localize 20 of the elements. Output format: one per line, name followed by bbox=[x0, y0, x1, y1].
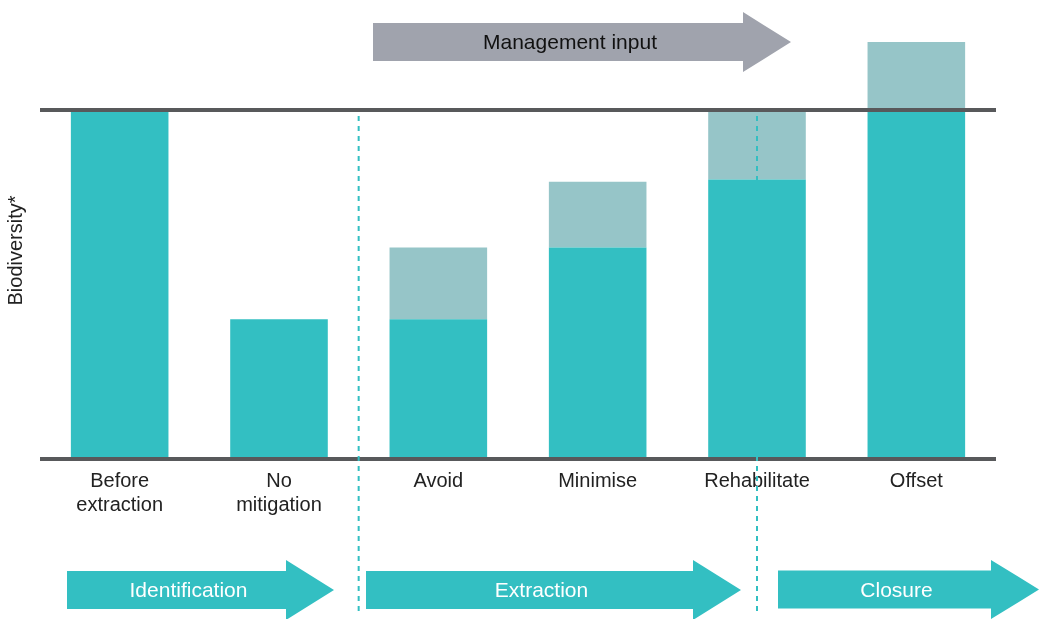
bar bbox=[548, 181, 647, 248]
x-tick-label: No mitigation bbox=[236, 468, 322, 515]
x-tick-label: Rehabilitate bbox=[704, 468, 810, 491]
x-tick-label: Minimise bbox=[558, 468, 638, 491]
x-tick-label: Before extraction bbox=[76, 468, 164, 515]
bar bbox=[389, 247, 488, 320]
bar bbox=[867, 109, 966, 459]
bar bbox=[230, 319, 328, 459]
bar bbox=[548, 247, 647, 459]
text: Extraction bbox=[493, 577, 590, 603]
annotation: Management input bbox=[482, 29, 658, 55]
text: Identification bbox=[128, 577, 249, 603]
y-axis-title: Biodiversity* bbox=[3, 195, 26, 306]
bar bbox=[389, 319, 488, 459]
text: Closure bbox=[859, 576, 934, 603]
x-tick-label: Avoid bbox=[413, 468, 464, 491]
bar bbox=[867, 42, 966, 110]
bar bbox=[70, 109, 169, 459]
x-tick-label: Offset bbox=[889, 468, 944, 491]
bar bbox=[708, 109, 806, 180]
